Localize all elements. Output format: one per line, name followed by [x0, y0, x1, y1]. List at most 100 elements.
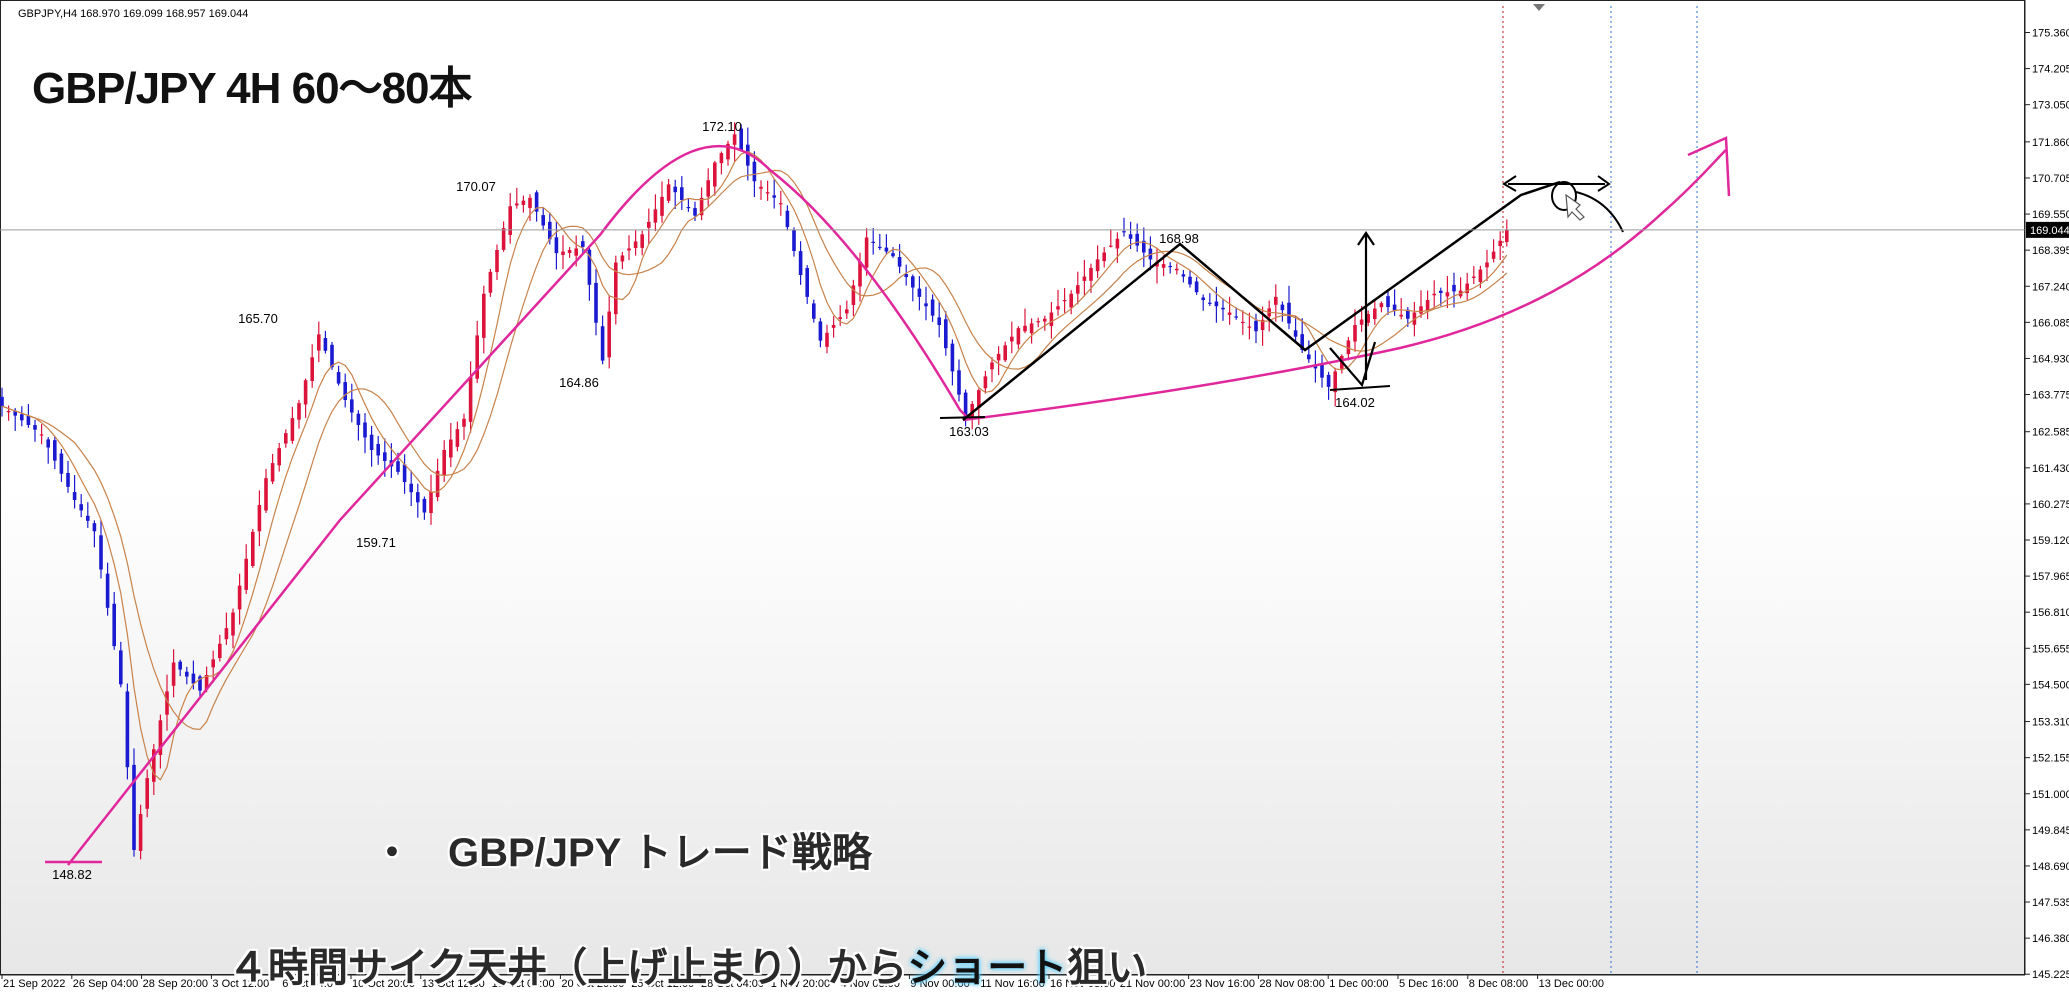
candle-body: [1491, 251, 1496, 259]
candle-body: [673, 186, 677, 193]
candle-body: [244, 558, 248, 590]
candle-body: [1010, 336, 1014, 342]
candle-body: [185, 671, 189, 677]
candle-body: [442, 450, 446, 476]
candle: [218, 634, 222, 662]
candle: [1115, 232, 1120, 264]
x-tick-label: 9 Nov 00:00: [910, 978, 969, 990]
candle-body: [594, 282, 598, 323]
candle: [1392, 289, 1397, 316]
candle: [1227, 296, 1232, 325]
price-annotation: 159.71: [356, 535, 396, 550]
candle: [647, 208, 651, 244]
candle: [178, 659, 182, 677]
candle-body: [1122, 231, 1126, 233]
candle: [72, 475, 77, 509]
candle-body: [284, 433, 288, 444]
candle: [1241, 310, 1245, 335]
price-annotation: 164.86: [559, 375, 599, 390]
candle-body: [79, 504, 83, 511]
pointer-cursor-icon: [1565, 193, 1585, 221]
candle: [581, 235, 585, 254]
candle-body: [825, 332, 829, 347]
candle: [435, 458, 440, 502]
candle-body: [1056, 306, 1060, 310]
x-tick-label: 16 Nov 08:00: [1050, 978, 1115, 990]
candle: [152, 743, 156, 795]
candle: [482, 285, 486, 354]
candle: [1023, 308, 1027, 334]
candle: [1274, 284, 1278, 322]
candle-body: [693, 208, 697, 216]
candle-body: [1109, 245, 1113, 247]
candle: [251, 529, 255, 568]
candle: [475, 320, 479, 384]
candle: [171, 649, 176, 698]
candle-body: [845, 309, 849, 314]
candle: [165, 674, 169, 731]
candle-body: [792, 229, 796, 252]
top-arc-pen: [1575, 191, 1624, 233]
chevron-down-icon[interactable]: [1533, 4, 1545, 11]
candle-body: [581, 241, 585, 247]
candle-body: [482, 293, 486, 338]
candle: [1491, 239, 1496, 263]
candle: [158, 714, 163, 769]
candle-body: [416, 492, 420, 503]
candle: [1445, 276, 1450, 308]
candle: [587, 245, 592, 301]
candle-body: [752, 161, 757, 182]
candle-body: [1188, 276, 1192, 285]
candle-body: [290, 418, 295, 441]
candle-body: [1043, 318, 1047, 322]
candle: [983, 370, 988, 394]
candle-body: [429, 491, 433, 514]
candle-body: [125, 691, 130, 768]
candle-body: [138, 814, 143, 851]
overlay-title: GBP/JPY 4H 60～80本: [32, 64, 473, 113]
candle: [673, 179, 677, 210]
candle-body: [455, 429, 460, 447]
candle-body: [26, 415, 31, 425]
y-tick-label: 163.775: [2032, 390, 2069, 402]
candle-body: [449, 439, 453, 458]
candle: [39, 424, 44, 445]
candle: [666, 179, 671, 204]
candle: [0, 387, 4, 417]
candle: [211, 650, 215, 683]
candle: [528, 194, 532, 221]
y-tick-label: 173.050: [2032, 100, 2069, 112]
candle: [402, 454, 407, 494]
y-tick-label: 162.585: [2032, 427, 2069, 439]
candle-body: [930, 299, 935, 316]
y-tick-label: 166.085: [2032, 317, 2069, 329]
candle: [1214, 286, 1219, 323]
symbol-info: GBPJPY,H4 168.970 169.099 168.957 169.04…: [18, 8, 249, 20]
candle-body: [1069, 293, 1073, 308]
candle-body: [1313, 365, 1318, 369]
candle: [422, 496, 427, 520]
candle: [462, 413, 466, 440]
candle: [930, 294, 935, 322]
candle-body: [706, 180, 710, 197]
candle: [759, 180, 763, 200]
y-tick-label: 169.550: [2032, 209, 2069, 221]
candle-body: [211, 659, 215, 668]
candle-body: [911, 276, 915, 288]
candle: [92, 520, 97, 548]
candle: [732, 122, 737, 162]
candle-body: [838, 317, 842, 319]
candle: [1109, 229, 1113, 248]
price-annotation: 163.03: [949, 424, 989, 439]
candle-body: [1247, 326, 1252, 328]
candle-body: [515, 203, 519, 206]
candle: [99, 519, 103, 579]
candle-body: [1029, 323, 1034, 334]
candle: [1333, 367, 1337, 407]
candle: [792, 227, 796, 257]
candle-body: [53, 440, 57, 461]
x-tick-label: 5 Dec 16:00: [1399, 978, 1458, 990]
candle: [1452, 272, 1456, 308]
